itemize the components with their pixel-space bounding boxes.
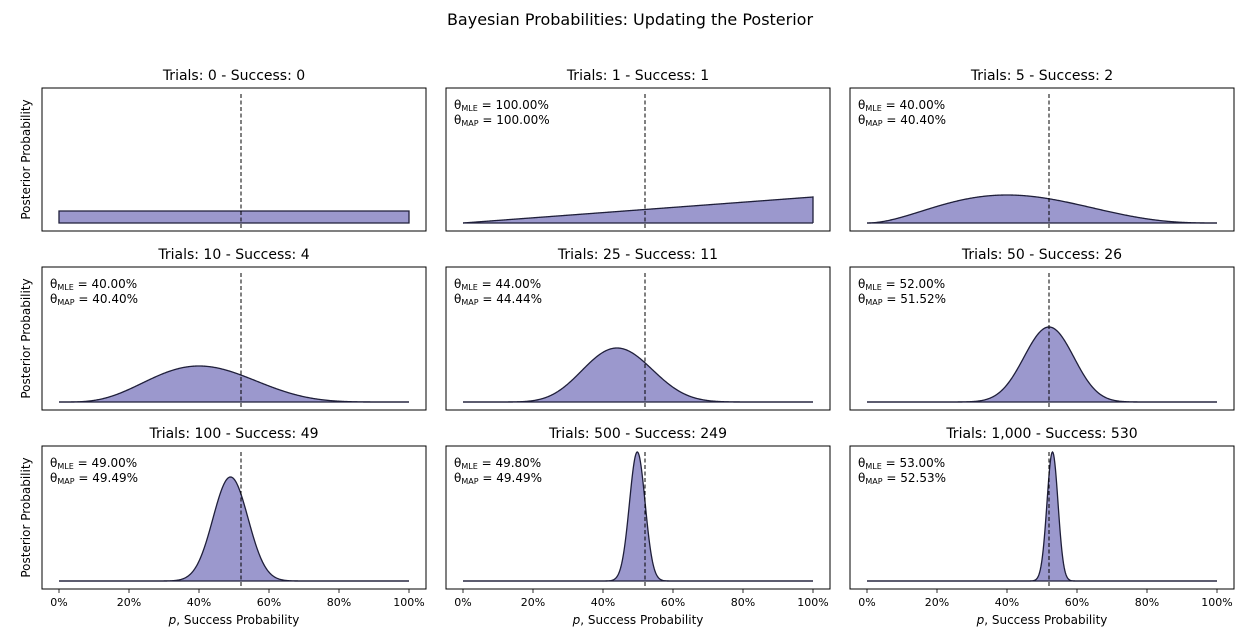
posterior-area — [59, 366, 409, 402]
mle-annotation: θMLE = 40.00% — [50, 277, 137, 292]
posterior-area — [867, 195, 1217, 223]
x-tick-label: 80% — [731, 596, 755, 609]
x-tick-label: 0% — [858, 596, 875, 609]
panel-title: Trials: 500 - Success: 249 — [548, 426, 727, 442]
panel-frame — [445, 266, 831, 411]
x-axis-label: p, Success Probability — [168, 613, 300, 627]
panel-frame — [849, 87, 1235, 232]
posterior-curve — [58, 210, 410, 224]
map-annotation: θMAP = 51.52% — [858, 292, 946, 307]
posterior-curve — [462, 196, 814, 224]
figure-title: Bayesian Probabilities: Updating the Pos… — [447, 10, 814, 29]
mle-annotation: θMLE = 53.00% — [858, 456, 945, 471]
panel: Trials: 0 - Success: 0 Posterior Probabil… — [19, 68, 427, 232]
map-annotation: θMAP = 44.44% — [454, 292, 542, 307]
panel-title: Trials: 1 - Success: 1 — [566, 68, 709, 84]
x-tick-label: 0% — [50, 596, 67, 609]
x-tick-label: 40% — [591, 596, 615, 609]
panel-title: Trials: 10 - Success: 4 — [157, 247, 309, 263]
x-tick-label: 80% — [1135, 596, 1159, 609]
panel-frame — [445, 445, 831, 590]
map-annotation: θMAP = 52.53% — [858, 471, 946, 486]
posterior-curve — [867, 194, 1217, 224]
panel-frame — [41, 87, 427, 232]
mle-annotation: θMLE = 49.00% — [50, 456, 137, 471]
panel-title: Trials: 25 - Success: 11 — [557, 247, 718, 263]
panel: Trials: 10 - Success: 4 θMLE = 40.00%θMAP… — [19, 247, 427, 411]
mle-annotation: θMLE = 44.00% — [454, 277, 541, 292]
panel-title: Trials: 1,000 - Success: 530 — [945, 426, 1137, 442]
panel-frame — [41, 266, 427, 411]
x-tick-label: 40% — [995, 596, 1019, 609]
x-tick-label: 20% — [117, 596, 141, 609]
posterior-area — [867, 327, 1217, 402]
mle-annotation: θMLE = 52.00% — [858, 277, 945, 292]
mle-annotation: θMLE = 49.80% — [454, 456, 541, 471]
panel-title: Trials: 0 - Success: 0 — [162, 68, 305, 84]
x-tick-label: 20% — [925, 596, 949, 609]
x-tick-label: 40% — [187, 596, 211, 609]
x-axis-label: p, Success Probability — [572, 613, 704, 627]
x-tick-label: 100% — [797, 596, 828, 609]
x-tick-label: 100% — [1201, 596, 1232, 609]
panel-title: Trials: 50 - Success: 26 — [961, 247, 1122, 263]
x-tick-label: 80% — [327, 596, 351, 609]
panel: Trials: 500 - Success: 249 θMLE = 49.80%θ… — [445, 426, 831, 627]
mle-annotation: θMLE = 40.00% — [858, 98, 945, 113]
map-annotation: θMAP = 40.40% — [858, 113, 946, 128]
map-annotation: θMAP = 49.49% — [454, 471, 542, 486]
map-annotation: θMAP = 49.49% — [50, 471, 138, 486]
panel-frame — [445, 87, 831, 232]
posterior-area — [59, 477, 409, 581]
panel-title: Trials: 5 - Success: 2 — [970, 68, 1113, 84]
posterior-area — [463, 452, 813, 581]
panel-title: Trials: 100 - Success: 49 — [148, 426, 318, 442]
panel: Trials: 50 - Success: 26 θMLE = 52.00%θMA… — [849, 247, 1235, 411]
panel-frame — [849, 445, 1235, 590]
x-tick-label: 60% — [257, 596, 281, 609]
y-axis-label: Posterior Probability — [19, 457, 33, 577]
x-tick-label: 20% — [521, 596, 545, 609]
panel-frame — [41, 445, 427, 590]
panel: Trials: 100 - Success: 49 θMLE = 49.00%θM… — [19, 426, 427, 627]
map-annotation: θMAP = 100.00% — [454, 113, 550, 128]
y-axis-label: Posterior Probability — [19, 278, 33, 398]
panel: Trials: 1 - Success: 1 θMLE = 100.00%θMAP… — [445, 68, 831, 232]
x-axis-label: p, Success Probability — [976, 613, 1108, 627]
panel: Trials: 25 - Success: 11 θMLE = 44.00%θMA… — [445, 247, 831, 411]
map-annotation: θMAP = 40.40% — [50, 292, 138, 307]
panel: Trials: 5 - Success: 2 θMLE = 40.00%θMAP … — [849, 68, 1235, 232]
x-tick-label: 0% — [454, 596, 471, 609]
panel-frame — [849, 266, 1235, 411]
mle-annotation: θMLE = 100.00% — [454, 98, 549, 113]
x-tick-label: 60% — [1065, 596, 1089, 609]
panels-group: Trials: 0 - Success: 0 Posterior Probabil… — [19, 68, 1235, 627]
y-axis-label: Posterior Probability — [19, 99, 33, 219]
posterior-area — [463, 348, 813, 402]
x-tick-label: 100% — [393, 596, 424, 609]
posterior-area — [59, 211, 409, 223]
x-tick-label: 60% — [661, 596, 685, 609]
